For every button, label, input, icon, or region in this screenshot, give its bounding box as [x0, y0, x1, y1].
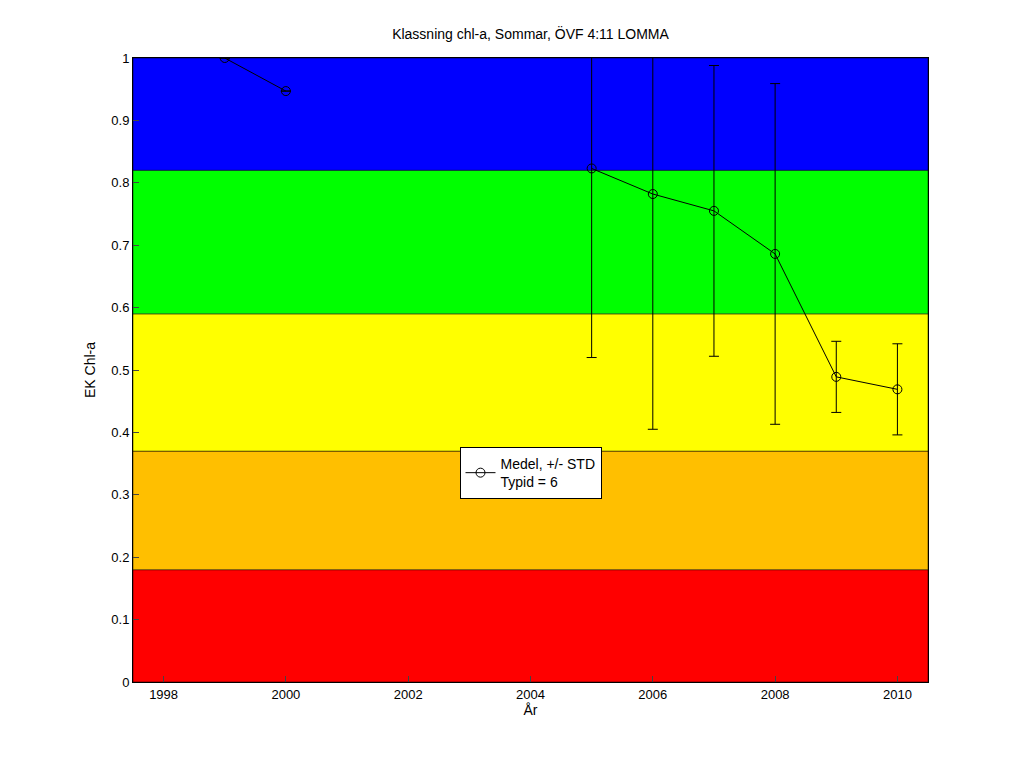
svg-text:0.8: 0.8	[111, 175, 129, 190]
svg-text:2002: 2002	[394, 687, 423, 702]
svg-text:0.1: 0.1	[111, 612, 129, 627]
svg-text:2004: 2004	[516, 687, 545, 702]
svg-text:2008: 2008	[761, 687, 790, 702]
svg-text:1: 1	[122, 51, 129, 66]
svg-text:0.5: 0.5	[111, 363, 129, 378]
svg-text:0: 0	[122, 675, 129, 690]
svg-text:Klassning chl-a, Sommar, ÖVF 4: Klassning chl-a, Sommar, ÖVF 4:11 LOMMA	[392, 25, 669, 42]
svg-text:2000: 2000	[271, 687, 300, 702]
svg-text:0.9: 0.9	[111, 113, 129, 128]
svg-text:1998: 1998	[149, 687, 178, 702]
svg-text:0.4: 0.4	[111, 425, 129, 440]
svg-text:0.6: 0.6	[111, 300, 129, 315]
svg-text:0.2: 0.2	[111, 550, 129, 565]
svg-text:2010: 2010	[883, 687, 912, 702]
svg-text:År: År	[524, 702, 538, 718]
svg-text:2006: 2006	[638, 687, 667, 702]
svg-text:EK Chl-a: EK Chl-a	[82, 342, 98, 398]
svg-text:Medel, +/- STDTypid = 6: Medel, +/- STDTypid = 6	[501, 456, 596, 490]
svg-text:0.3: 0.3	[111, 487, 129, 502]
svg-text:0.7: 0.7	[111, 238, 129, 253]
